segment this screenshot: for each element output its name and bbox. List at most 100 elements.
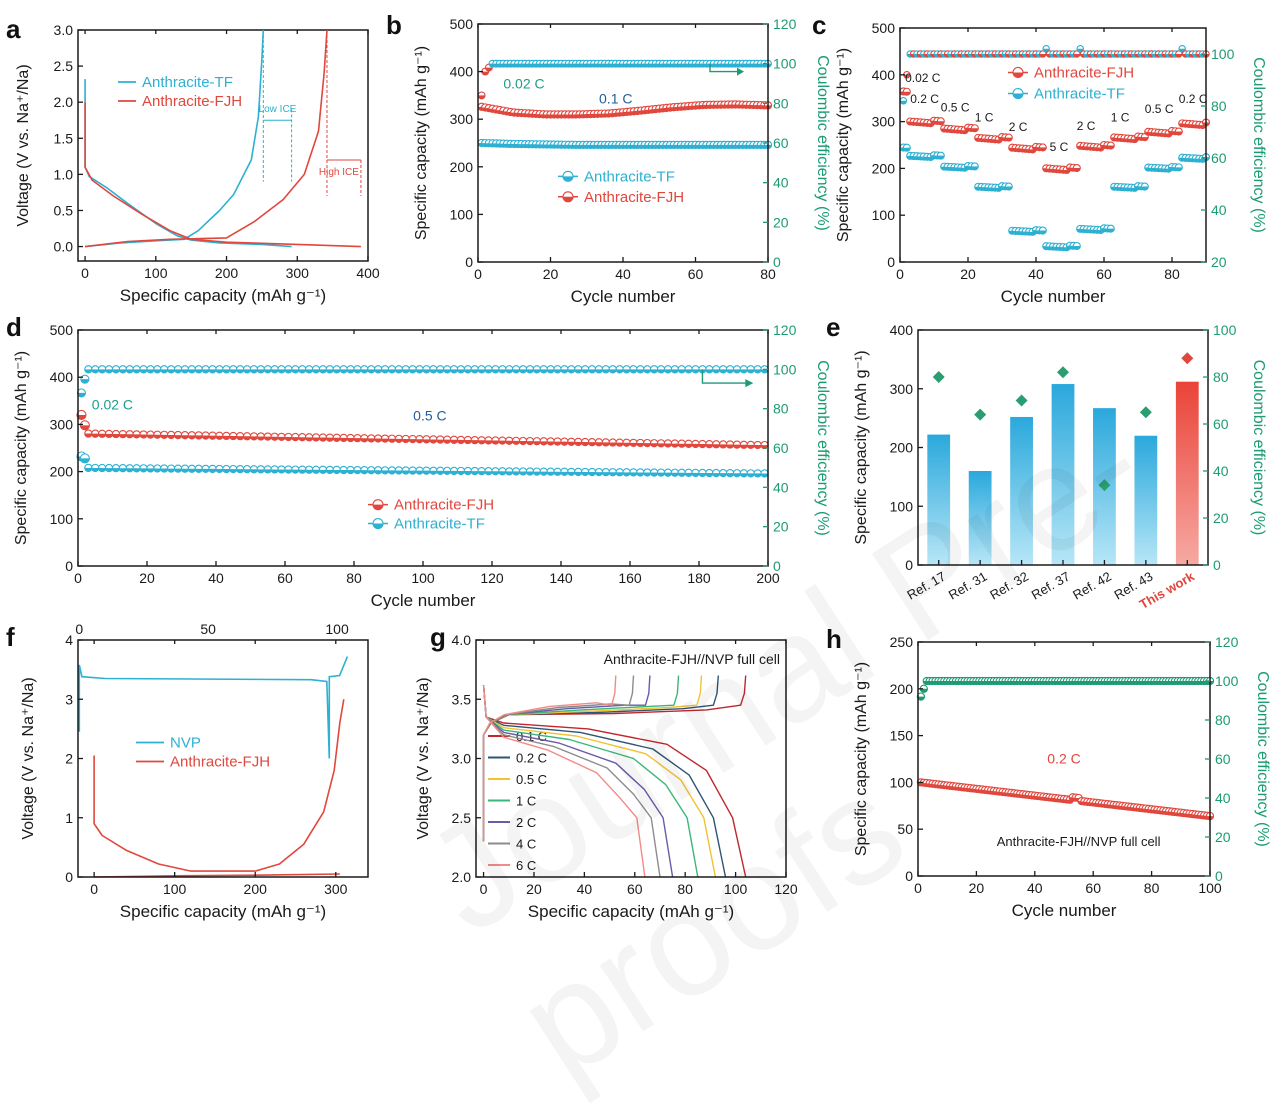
annotation-h-0: 0.2 C xyxy=(1047,751,1080,767)
data-point-c-tf-fill xyxy=(1141,186,1149,191)
data-point-d-tf-fill xyxy=(284,469,293,474)
y-tick-label-e: 300 xyxy=(890,381,914,397)
rate-label-c-7: 1 C xyxy=(1111,111,1130,125)
y2-tick-label-e: 100 xyxy=(1213,322,1237,338)
legend-g-label-5: 4 C xyxy=(516,837,536,852)
y2-tick-label-b: 20 xyxy=(773,214,789,230)
data-point-d-tf-fill xyxy=(622,472,631,476)
data-point-d-fjh-fill xyxy=(153,434,161,439)
data-point-d-fjh-fill xyxy=(588,442,596,446)
y-tick-label-h: 50 xyxy=(897,821,913,837)
data-point-d-tf-fill xyxy=(616,472,624,476)
data-point-d-ce-fill xyxy=(305,369,313,373)
y-tick-label-d: 100 xyxy=(50,511,74,527)
data-point-d-ce-fill xyxy=(760,369,769,373)
data-point-d-fjh-fill xyxy=(705,444,713,448)
y-tick-label-e: 100 xyxy=(890,498,914,514)
data-point-b-ce-fill xyxy=(481,71,489,75)
legend-a-1-label: Anthracite-FJH xyxy=(142,93,242,110)
y-tick-label-b: 300 xyxy=(450,111,474,127)
x-tick-label-c: 60 xyxy=(1096,266,1112,282)
data-point-d-tf-fill xyxy=(636,472,644,477)
data-point-d-ce-fill xyxy=(636,369,644,373)
data-point-d-ce-fill xyxy=(726,369,734,373)
y2-axis-label-h: Coulombic efficiency (%) xyxy=(1254,671,1271,847)
y-tick-label-c: 100 xyxy=(872,207,896,223)
y-tick-label-g: 3.0 xyxy=(452,751,472,767)
chart-panel-h: 0 20 40 60 80 1000501001502002500204060801001… xyxy=(853,634,1271,920)
data-point-d-tf-fill xyxy=(740,473,748,477)
data-point-d-fjh-fill xyxy=(188,435,196,439)
data-point-d-tf-fill xyxy=(643,472,651,477)
data-point-d-tf-fill xyxy=(671,472,679,477)
y2-tick-label-e: 0 xyxy=(1213,557,1221,573)
y-tick-label-b: 0 xyxy=(465,254,473,270)
series-line-a-3 xyxy=(85,29,328,248)
data-point-d-fjh-fill xyxy=(719,444,727,449)
data-point-d-fjh-fill xyxy=(298,437,306,441)
charge-curve-3 xyxy=(482,675,680,842)
data-point-d-ce-fill xyxy=(153,369,161,373)
data-point-d-fjh-fill xyxy=(195,435,203,440)
data-point-d-ce-fill xyxy=(671,369,679,373)
y2-tick-label-c: 100 xyxy=(1211,46,1235,62)
data-point-d-tf-fill xyxy=(153,468,161,473)
data-point-d-ce-fill xyxy=(202,369,210,373)
y2-tick-label-c: 80 xyxy=(1211,98,1227,114)
ce-marker-5 xyxy=(1139,406,1152,419)
data-point-c-fjh-fill xyxy=(1107,145,1115,150)
y-tick-label-c: 200 xyxy=(872,160,896,176)
chart-panel-d: 0 20 40 60 80 100 120 140 160 180 2000100200300400… xyxy=(13,322,831,610)
data-point-d-ce-fill xyxy=(540,369,548,373)
data-point-d-tf-fill xyxy=(443,470,451,475)
data-point-d-fjh-fill xyxy=(312,437,320,442)
chart-panel-c: 0 20 40 60 80 0 100 200 300 400 500 20 40 60 80 100 Cycl… xyxy=(835,20,1267,306)
y2-tick-label-b: 120 xyxy=(773,16,797,32)
data-point-d-tf-fill xyxy=(374,470,382,474)
data-point-d-fjh-fill xyxy=(436,439,444,444)
legend-f-0-label: NVP xyxy=(170,735,201,752)
data-point-d-fjh-fill xyxy=(484,440,493,444)
data-point-d-ce-fill xyxy=(195,369,203,373)
plot-frame-c xyxy=(899,27,1207,263)
data-point-d-tf-fill xyxy=(305,469,313,474)
ce-marker-1 xyxy=(974,408,987,421)
data-point-d-ce-fill xyxy=(622,369,631,373)
rate-label-c-0: 0.02 C xyxy=(905,71,941,85)
data-point-d-tf-fill xyxy=(422,470,431,475)
ce-marker-3 xyxy=(1057,366,1069,379)
data-point-d-ce-fill xyxy=(236,369,244,373)
data-point-d-fjh-fill xyxy=(443,439,451,444)
data-point-d-fjh-fill xyxy=(498,440,506,445)
data-point-d-tf-fill xyxy=(202,468,210,473)
data-point-d-ce-fill xyxy=(91,369,99,373)
data-point-d-ce-fill xyxy=(526,369,534,373)
y-tick-label-b: 400 xyxy=(450,64,474,80)
y2-tick-label-e: 40 xyxy=(1213,463,1229,479)
data-point-d-tf-fill xyxy=(512,471,520,476)
data-point-d-tf-fill xyxy=(353,470,362,474)
data-point-d-ce-fill xyxy=(678,369,686,373)
data-point-d-fjh-fill xyxy=(553,441,562,446)
x-tick-label-f: 0 xyxy=(90,881,98,897)
x-tick-label-g: 0 xyxy=(480,881,488,897)
data-point-d-ce-fill xyxy=(284,369,293,373)
data-point-d-ce-fill xyxy=(643,369,651,373)
y-tick-label-h: 100 xyxy=(890,774,914,790)
data-point-d-tf-fill xyxy=(540,471,548,476)
data-point-d-ce-fill xyxy=(588,369,596,373)
data-point-d-tf-fill xyxy=(505,471,513,475)
y2-tick-label-b: 60 xyxy=(773,135,789,151)
data-point-d-ce-fill xyxy=(740,369,748,373)
y2-tick-label-d: 120 xyxy=(773,322,797,338)
data-point-d-tf-fill xyxy=(208,468,217,473)
data-point-d-tf-fill xyxy=(264,469,272,473)
data-point-d-fjh-fill xyxy=(353,438,362,442)
y2-tick-label-e: 80 xyxy=(1213,369,1229,385)
data-point-d-tf-fill xyxy=(657,472,665,477)
rate-label-c-1: 0.2 C xyxy=(910,92,939,106)
data-point-d-ce-fill xyxy=(422,369,431,373)
bar-0 xyxy=(927,434,951,565)
y2-tick-label-c: 60 xyxy=(1211,150,1227,166)
data-point-d-fjh-fill xyxy=(429,439,437,444)
